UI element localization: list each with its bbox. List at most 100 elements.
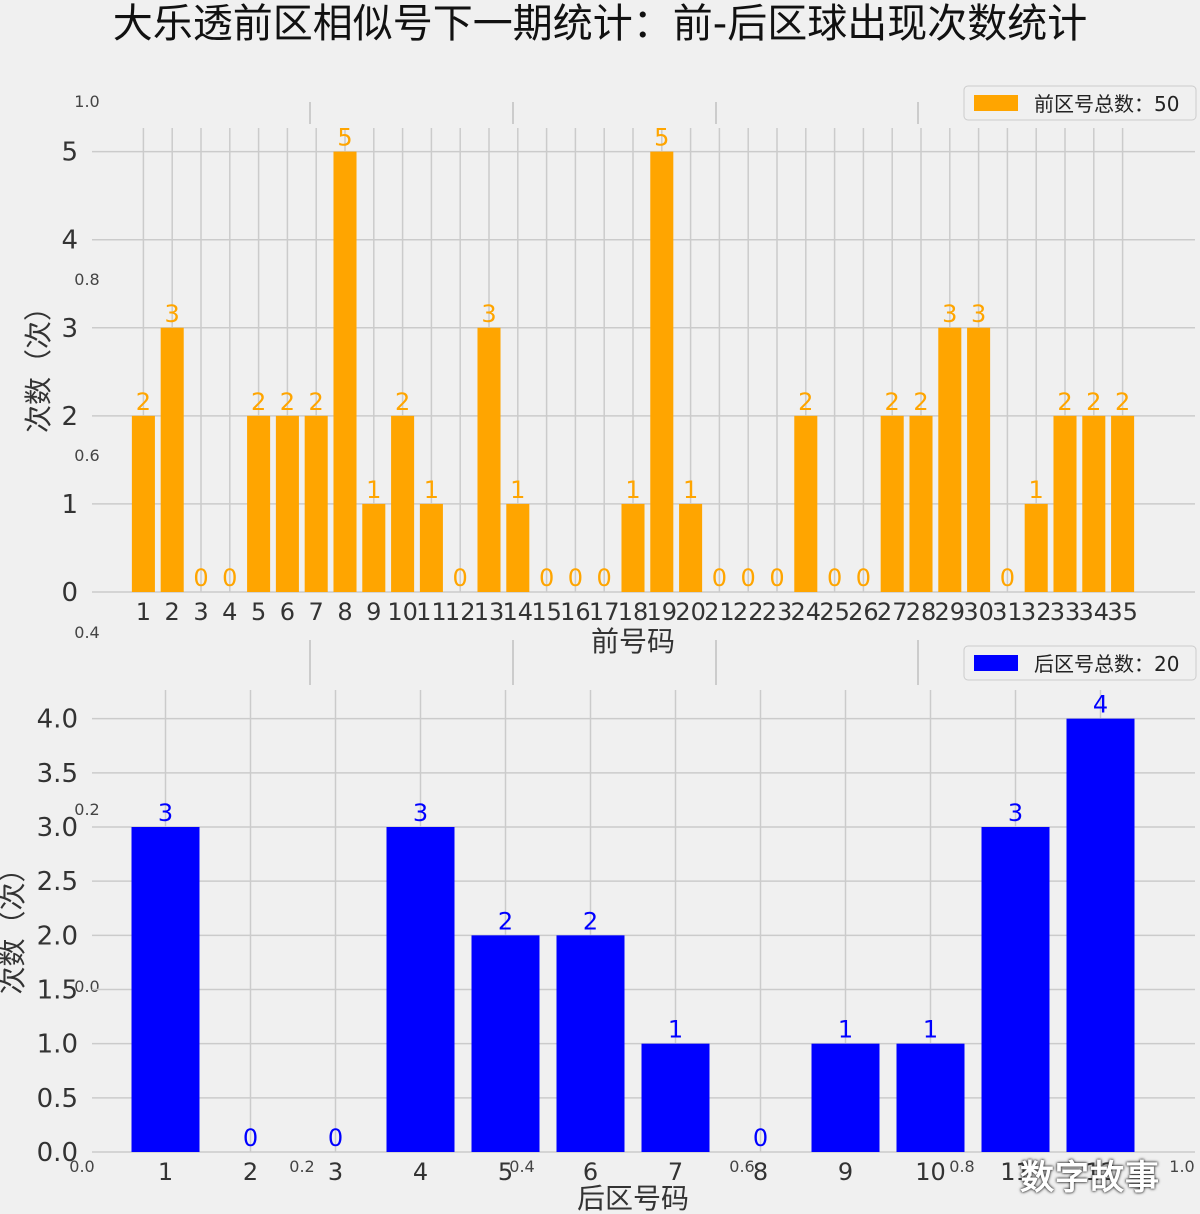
x-tick-label: 30 xyxy=(963,598,994,626)
bar-value-label: 5 xyxy=(654,124,669,152)
front-zone-chart: 0123452132030425262758192101110123131140… xyxy=(22,85,1197,658)
bar-value-label: 0 xyxy=(453,564,468,592)
bar-value-label: 4 xyxy=(1093,691,1108,719)
x-tick-label: 15 xyxy=(531,598,562,626)
bar-value-label: 0 xyxy=(539,564,554,592)
x-tick-label: 10 xyxy=(915,1158,946,1186)
back-zone-chart: 0.00.51.01.52.02.53.03.54.03102033425261… xyxy=(0,645,1197,1214)
ghost-x-tick: 0.6 xyxy=(729,1157,754,1176)
bar-value-label: 2 xyxy=(1057,388,1072,416)
x-tick-label: 4 xyxy=(222,598,237,626)
ghost-x-tick: 0.0 xyxy=(69,1157,94,1176)
legend-box xyxy=(963,85,1197,121)
bar-value-label: 1 xyxy=(838,1016,853,1044)
bar xyxy=(304,415,328,592)
bar xyxy=(896,1043,965,1152)
bar-value-label: 2 xyxy=(309,388,324,416)
bar xyxy=(967,327,991,592)
y-tick-label: 4 xyxy=(61,226,78,256)
x-tick-label: 7 xyxy=(309,598,324,626)
bar-value-label: 3 xyxy=(165,300,180,328)
bar xyxy=(247,415,271,592)
x-tick-label: 9 xyxy=(838,1158,853,1186)
bar xyxy=(1024,503,1048,592)
x-tick-label: 27 xyxy=(877,598,908,626)
bar xyxy=(880,415,904,592)
watermark-text: 数字故事 xyxy=(1020,1158,1160,1198)
x-tick-label: 7 xyxy=(668,1158,683,1186)
bar xyxy=(362,503,386,592)
ghost-y-tick: 0.8 xyxy=(74,270,99,289)
y-axis-label: 次数（次） xyxy=(22,293,55,433)
bar xyxy=(506,503,530,592)
bar xyxy=(1053,415,1077,592)
x-tick-label: 4 xyxy=(413,1158,428,1186)
bar xyxy=(981,827,1050,1152)
legend-box xyxy=(963,645,1197,681)
y-tick-label: 4.0 xyxy=(37,705,78,735)
legend-label: 前区号总数：50 xyxy=(1034,92,1179,116)
ghost-y-tick: 0.0 xyxy=(74,977,99,996)
x-tick-label: 35 xyxy=(1107,598,1138,626)
bar xyxy=(131,827,200,1152)
legend: 后区号总数：20 xyxy=(963,645,1197,681)
bar-value-label: 2 xyxy=(251,388,266,416)
bar-value-label: 1 xyxy=(625,476,640,504)
ghost-y-tick: 1.0 xyxy=(74,92,99,111)
x-tick-label: 26 xyxy=(848,598,879,626)
ghost-x-tick: 0.2 xyxy=(289,1157,314,1176)
x-tick-label: 16 xyxy=(560,598,591,626)
bar-value-label: 3 xyxy=(971,300,986,328)
x-tick-label: 22 xyxy=(733,598,764,626)
legend: 前区号总数：50 xyxy=(963,85,1197,121)
x-tick-label: 1 xyxy=(136,598,151,626)
x-tick-label: 12 xyxy=(445,598,476,626)
bar xyxy=(650,151,674,592)
x-tick-label: 28 xyxy=(906,598,937,626)
bar-value-label: 3 xyxy=(158,799,173,827)
x-tick-label: 10 xyxy=(387,598,418,626)
x-tick-label: 1 xyxy=(158,1158,173,1186)
bar xyxy=(938,327,962,592)
x-axis-label: 后区号码 xyxy=(577,1182,689,1214)
x-tick-label: 14 xyxy=(503,598,534,626)
bar-value-label: 3 xyxy=(481,300,496,328)
bar-value-label: 2 xyxy=(885,388,900,416)
x-tick-label: 6 xyxy=(583,1158,598,1186)
bar-value-label: 2 xyxy=(280,388,295,416)
ghost-x-tick: 0.4 xyxy=(509,1157,534,1176)
bar xyxy=(131,415,155,592)
x-tick-label: 29 xyxy=(935,598,966,626)
x-tick-label: 12 xyxy=(1085,1158,1116,1186)
bar-value-label: 2 xyxy=(395,388,410,416)
bar xyxy=(386,827,455,1152)
bar-value-label: 2 xyxy=(913,388,928,416)
y-axis-label: 次数（次） xyxy=(0,854,29,994)
bar xyxy=(1082,415,1106,592)
ghost-x-tick: 1.0 xyxy=(1169,1157,1194,1176)
y-tick-label: 0.5 xyxy=(37,1084,78,1114)
y-tick-label: 0 xyxy=(61,578,78,608)
bar-value-label: 2 xyxy=(583,907,598,935)
bar-value-label: 0 xyxy=(597,564,612,592)
bar xyxy=(556,935,625,1152)
bar xyxy=(333,151,357,592)
x-tick-label: 8 xyxy=(753,1158,768,1186)
bar-value-label: 0 xyxy=(753,1124,768,1152)
y-tick-label: 2.0 xyxy=(37,921,78,951)
y-tick-label: 2.5 xyxy=(37,867,78,897)
legend-swatch xyxy=(974,655,1018,671)
x-tick-label: 2 xyxy=(243,1158,258,1186)
bar-value-label: 0 xyxy=(328,1124,343,1152)
x-tick-label: 5 xyxy=(251,598,266,626)
bar-value-label: 5 xyxy=(337,124,352,152)
bar-value-label: 3 xyxy=(1008,799,1023,827)
bar-value-label: 0 xyxy=(827,564,842,592)
x-tick-label: 17 xyxy=(589,598,620,626)
legend-label: 后区号总数：20 xyxy=(1034,652,1179,676)
bar-value-label: 0 xyxy=(741,564,756,592)
x-tick-label: 5 xyxy=(498,1158,513,1186)
bar xyxy=(275,415,299,592)
x-axis-label: 前号码 xyxy=(591,625,675,658)
